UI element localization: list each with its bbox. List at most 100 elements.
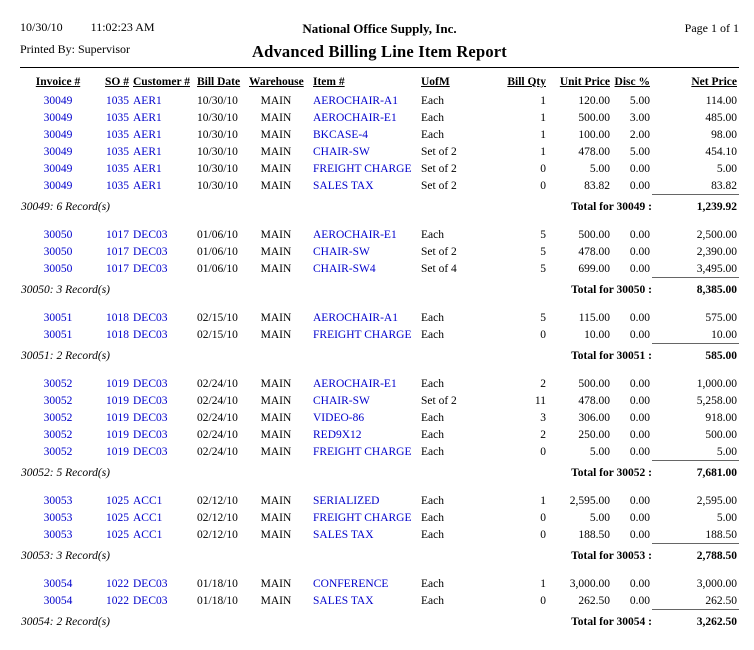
customer-link[interactable]: DEC03 [133, 394, 168, 407]
customer-link[interactable]: DEC03 [133, 445, 168, 458]
item-link[interactable]: SALES TAX [313, 528, 374, 541]
so-number-link[interactable]: 1035 [106, 162, 129, 175]
customer-link[interactable]: DEC03 [133, 594, 168, 607]
so-number-link[interactable]: 1019 [106, 428, 129, 441]
customer-link[interactable]: DEC03 [133, 328, 168, 341]
item-link[interactable]: AEROCHAIR-A1 [313, 311, 398, 324]
net-price-cell: 2,595.00 [696, 494, 737, 507]
item-link[interactable]: AEROCHAIR-E1 [313, 228, 397, 241]
item-link[interactable]: FREIGHT CHARGE [313, 328, 412, 341]
customer-link[interactable]: DEC03 [133, 577, 168, 590]
table-row: 30049 1035 AER1 10/30/10 MAIN CHAIR-SW Set of … [20, 143, 739, 160]
column-header-net-price: Net Price [691, 76, 737, 88]
customer-link[interactable]: AER1 [133, 162, 162, 175]
customer-link[interactable]: AER1 [133, 111, 162, 124]
invoice-link[interactable]: 30053 [43, 528, 73, 541]
so-number-link[interactable]: 1022 [106, 594, 129, 607]
customer-link[interactable]: AER1 [133, 145, 162, 158]
so-number-link[interactable]: 1017 [106, 245, 129, 258]
customer-link[interactable]: DEC03 [133, 377, 168, 390]
so-number-link[interactable]: 1035 [106, 145, 129, 158]
so-number-link[interactable]: 1019 [106, 394, 129, 407]
invoice-link[interactable]: 30049 [43, 128, 73, 141]
bill-qty-cell: 1 [540, 111, 546, 124]
item-link[interactable]: SALES TAX [313, 594, 374, 607]
table-row: 30054 1022 DEC03 01/18/10 MAIN SALES TAX Each 0… [20, 592, 739, 610]
so-number-link[interactable]: 1022 [106, 577, 129, 590]
so-number-link[interactable]: 1017 [106, 228, 129, 241]
item-link[interactable]: AEROCHAIR-A1 [313, 94, 398, 107]
so-number-link[interactable]: 1035 [106, 94, 129, 107]
column-header-bill-qty: Bill Qty [507, 76, 546, 88]
invoice-link[interactable]: 30052 [43, 377, 73, 390]
customer-link[interactable]: DEC03 [133, 245, 168, 258]
so-number-link[interactable]: 1035 [106, 111, 129, 124]
invoice-link[interactable]: 30049 [43, 94, 73, 107]
item-link[interactable]: VIDEO-86 [313, 411, 365, 424]
invoice-link[interactable]: 30050 [43, 245, 73, 258]
item-link[interactable]: FREIGHT CHARGE [313, 511, 412, 524]
item-link[interactable]: CHAIR-SW [313, 245, 370, 258]
group-total-label: Total for 30050 : [571, 283, 652, 296]
uofm-cell: Each [421, 445, 444, 458]
item-link[interactable]: CHAIR-SW4 [313, 262, 376, 275]
customer-link[interactable]: AER1 [133, 128, 162, 141]
invoice-link[interactable]: 30052 [43, 394, 73, 407]
customer-link[interactable]: AER1 [133, 94, 162, 107]
customer-link[interactable]: AER1 [133, 179, 162, 192]
disc-percent-cell: 0.00 [629, 428, 650, 441]
item-link[interactable]: AEROCHAIR-E1 [313, 377, 397, 390]
so-number-link[interactable]: 1035 [106, 128, 129, 141]
customer-link[interactable]: DEC03 [133, 311, 168, 324]
so-number-link[interactable]: 1019 [106, 411, 129, 424]
so-number-link[interactable]: 1018 [106, 328, 129, 341]
customer-link[interactable]: DEC03 [133, 428, 168, 441]
invoice-link[interactable]: 30049 [43, 111, 73, 124]
invoice-link[interactable]: 30050 [43, 262, 73, 275]
invoice-link[interactable]: 30053 [43, 511, 73, 524]
so-number-link[interactable]: 1019 [106, 377, 129, 390]
invoice-link[interactable]: 30052 [43, 445, 73, 458]
customer-link[interactable]: ACC1 [133, 494, 163, 507]
item-link[interactable]: SALES TAX [313, 179, 374, 192]
invoice-link[interactable]: 30052 [43, 411, 73, 424]
so-number-link[interactable]: 1025 [106, 494, 129, 507]
item-link[interactable]: CONFERENCE [313, 577, 389, 590]
item-link[interactable]: AEROCHAIR-E1 [313, 111, 397, 124]
invoice-link[interactable]: 30049 [43, 179, 73, 192]
invoice-link[interactable]: 30050 [43, 228, 73, 241]
so-number-link[interactable]: 1017 [106, 262, 129, 275]
item-link[interactable]: CHAIR-SW [313, 145, 370, 158]
invoice-link[interactable]: 30052 [43, 428, 73, 441]
item-link[interactable]: SERIALIZED [313, 494, 380, 507]
item-link[interactable]: RED9X12 [313, 428, 362, 441]
item-link[interactable]: FREIGHT CHARGE [313, 445, 412, 458]
customer-link[interactable]: DEC03 [133, 262, 168, 275]
customer-link[interactable]: ACC1 [133, 528, 163, 541]
bill-qty-cell: 3 [540, 411, 546, 424]
invoice-link[interactable]: 30054 [43, 577, 73, 590]
so-number-link[interactable]: 1025 [106, 511, 129, 524]
so-number-link[interactable]: 1025 [106, 528, 129, 541]
bill-date-cell: 10/30/10 [197, 162, 238, 175]
invoice-link[interactable]: 30054 [43, 594, 73, 607]
invoice-link[interactable]: 30053 [43, 494, 73, 507]
item-link[interactable]: CHAIR-SW [313, 394, 370, 407]
so-number-link[interactable]: 1018 [106, 311, 129, 324]
uofm-cell: Each [421, 328, 444, 341]
item-link[interactable]: BKCASE-4 [313, 128, 368, 141]
invoice-link[interactable]: 30049 [43, 162, 73, 175]
invoice-link[interactable]: 30051 [43, 328, 73, 341]
so-number-link[interactable]: 1019 [106, 445, 129, 458]
so-number-link[interactable]: 1035 [106, 179, 129, 192]
bill-qty-cell: 2 [540, 428, 546, 441]
column-header-warehouse: Warehouse [249, 76, 304, 88]
invoice-link[interactable]: 30051 [43, 311, 73, 324]
customer-link[interactable]: DEC03 [133, 411, 168, 424]
warehouse-cell: MAIN [260, 111, 292, 124]
bill-qty-cell: 1 [540, 128, 546, 141]
customer-link[interactable]: DEC03 [133, 228, 168, 241]
invoice-link[interactable]: 30049 [43, 145, 73, 158]
item-link[interactable]: FREIGHT CHARGE [313, 162, 412, 175]
customer-link[interactable]: ACC1 [133, 511, 163, 524]
